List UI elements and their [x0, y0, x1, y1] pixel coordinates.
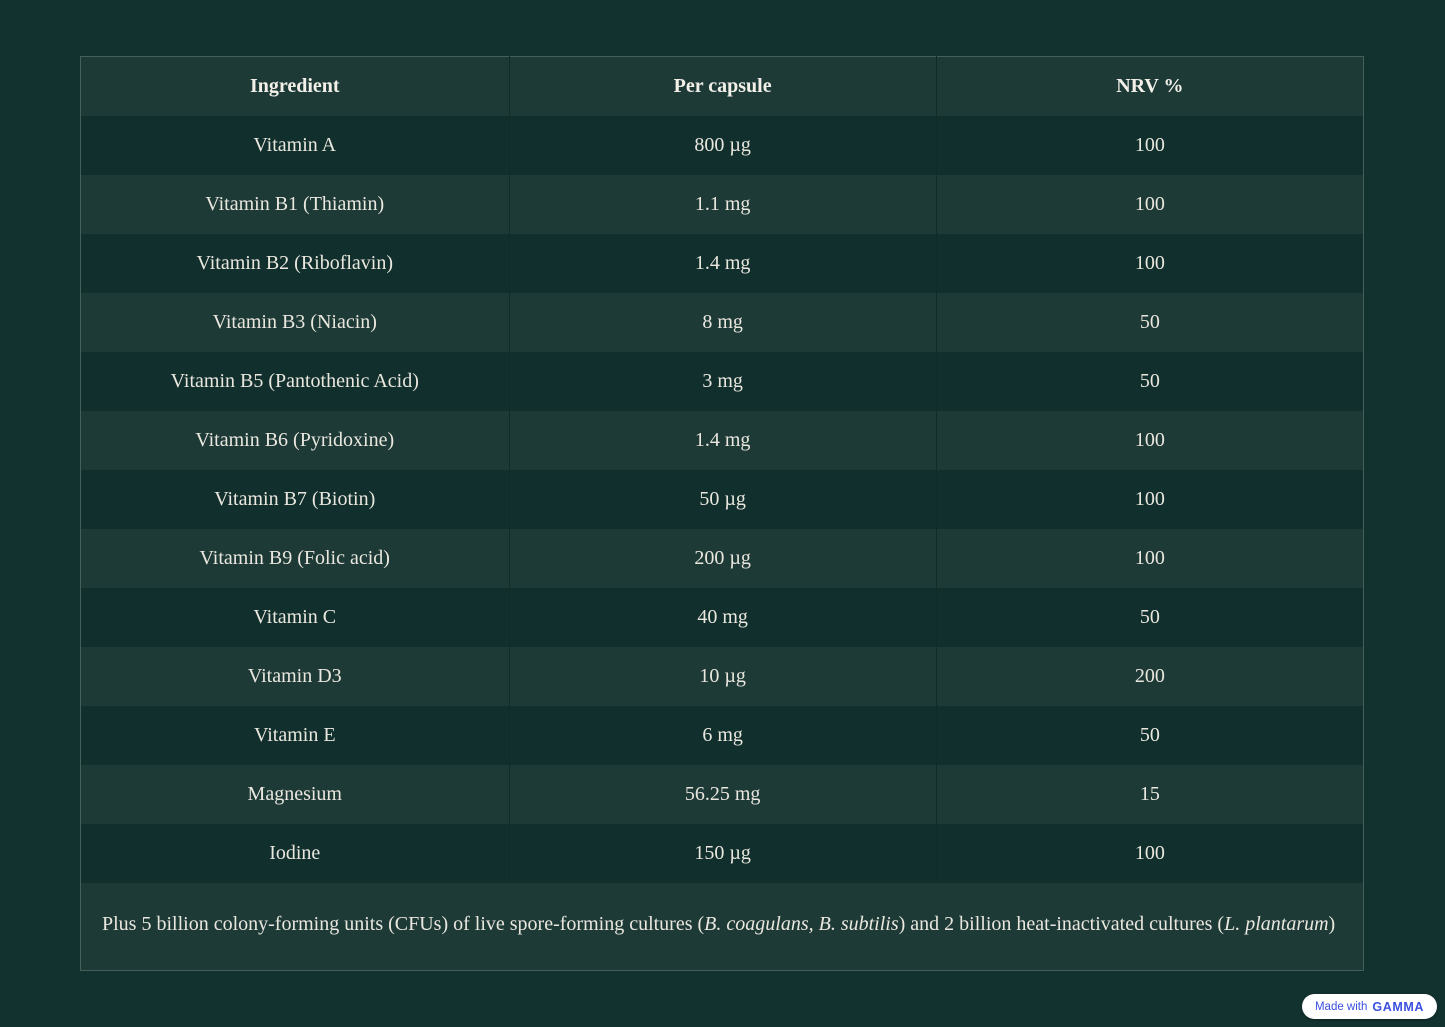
nrv-cell: 50	[935, 351, 1364, 411]
per-capsule-cell: 50 µg	[508, 469, 937, 529]
nrv-cell: 100	[935, 823, 1364, 883]
table-row: Vitamin B7 (Biotin) 50 µg 100	[80, 469, 1364, 529]
table-row: Iodine 150 µg 100	[80, 823, 1364, 883]
table-row: Vitamin D3 10 µg 200	[80, 646, 1364, 706]
table-row: Magnesium 56.25 mg 15	[80, 764, 1364, 824]
footnote-segment: )	[1328, 912, 1336, 935]
nrv-cell: 200	[935, 646, 1364, 706]
table-row: Vitamin C 40 mg 50	[80, 587, 1364, 647]
per-capsule-cell: 40 mg	[508, 587, 937, 647]
table-row: Vitamin B2 (Riboflavin) 1.4 mg 100	[80, 233, 1364, 293]
ingredient-cell: Magnesium	[80, 764, 510, 824]
ingredient-cell: Vitamin B6 (Pyridoxine)	[80, 410, 510, 470]
badge-prefix-label: Made with	[1314, 1000, 1368, 1013]
nrv-cell: 100	[935, 410, 1364, 470]
ingredient-cell: Vitamin B3 (Niacin)	[80, 292, 510, 352]
footnote-segment: Plus 5 billion colony-forming units (CFU…	[102, 912, 705, 935]
ingredient-cell: Vitamin B2 (Riboflavin)	[80, 233, 510, 293]
ingredient-cell: Vitamin B1 (Thiamin)	[80, 174, 510, 234]
table-row: Vitamin B3 (Niacin) 8 mg 50	[80, 292, 1364, 352]
column-header-nrv: NRV %	[935, 56, 1364, 116]
per-capsule-cell: 200 µg	[508, 528, 937, 588]
nrv-cell: 50	[935, 705, 1364, 765]
per-capsule-cell: 150 µg	[508, 823, 937, 883]
per-capsule-cell: 56.25 mg	[508, 764, 937, 824]
per-capsule-cell: 1.4 mg	[508, 233, 937, 293]
ingredient-cell: Vitamin B5 (Pantothenic Acid)	[80, 351, 510, 411]
table-row: Vitamin B6 (Pyridoxine) 1.4 mg 100	[80, 410, 1364, 470]
ingredient-cell: Vitamin C	[80, 587, 510, 647]
column-header-ingredient: Ingredient	[80, 56, 510, 116]
nrv-cell: 50	[935, 292, 1364, 352]
footnote-segment: ) and 2 billion heat-inactivated culture…	[898, 912, 1225, 935]
nrv-cell: 15	[935, 764, 1364, 824]
per-capsule-cell: 10 µg	[508, 646, 937, 706]
table-body: Vitamin A 800 µg 100 Vitamin B1 (Thiamin) 1.…	[80, 115, 1364, 883]
column-header-per-capsule: Per capsule	[508, 56, 937, 116]
ingredient-cell: Iodine	[80, 823, 510, 883]
ingredient-cell: Vitamin B7 (Biotin)	[80, 469, 510, 529]
nrv-cell: 100	[935, 469, 1364, 529]
gamma-logo: GAMMA	[1372, 999, 1424, 1014]
per-capsule-cell: 8 mg	[508, 292, 937, 352]
ingredient-cell: Vitamin D3	[80, 646, 510, 706]
table-row: Vitamin B1 (Thiamin) 1.1 mg 100	[80, 174, 1364, 234]
table-row: Vitamin B9 (Folic acid) 200 µg 100	[80, 528, 1364, 588]
per-capsule-cell: 1.1 mg	[508, 174, 937, 234]
ingredient-cell: Vitamin A	[80, 115, 510, 175]
ingredient-cell: Vitamin B9 (Folic acid)	[80, 528, 510, 588]
per-capsule-cell: 3 mg	[508, 351, 937, 411]
supplement-facts-table: Ingredient Per capsule NRV % Vitamin A 80…	[80, 56, 1364, 971]
nrv-cell: 100	[935, 233, 1364, 293]
nrv-cell: 100	[935, 528, 1364, 588]
ingredient-cell: Vitamin E	[80, 705, 510, 765]
per-capsule-cell: 800 µg	[508, 115, 937, 175]
made-with-gamma-badge[interactable]: Made with GAMMA	[1301, 994, 1437, 1019]
nrv-cell: 100	[935, 115, 1364, 175]
nrv-cell: 100	[935, 174, 1364, 234]
table-row: Vitamin B5 (Pantothenic Acid) 3 mg 50	[80, 351, 1364, 411]
per-capsule-cell: 6 mg	[508, 705, 937, 765]
supplement-facts-table-container: Ingredient Per capsule NRV % Vitamin A 80…	[80, 56, 1364, 971]
per-capsule-cell: 1.4 mg	[508, 410, 937, 470]
table-row: Vitamin A 800 µg 100	[80, 115, 1364, 175]
table-header-row: Ingredient Per capsule NRV %	[80, 56, 1364, 116]
footnote-species-name: B. coagulans, B. subtilis	[704, 912, 899, 935]
nrv-cell: 50	[935, 587, 1364, 647]
footnote-row: Plus 5 billion colony-forming units (CFU…	[80, 882, 1364, 971]
footnote-species-name: L. plantarum	[1224, 912, 1329, 935]
footnote-text: Plus 5 billion colony-forming units (CFU…	[80, 882, 1364, 971]
